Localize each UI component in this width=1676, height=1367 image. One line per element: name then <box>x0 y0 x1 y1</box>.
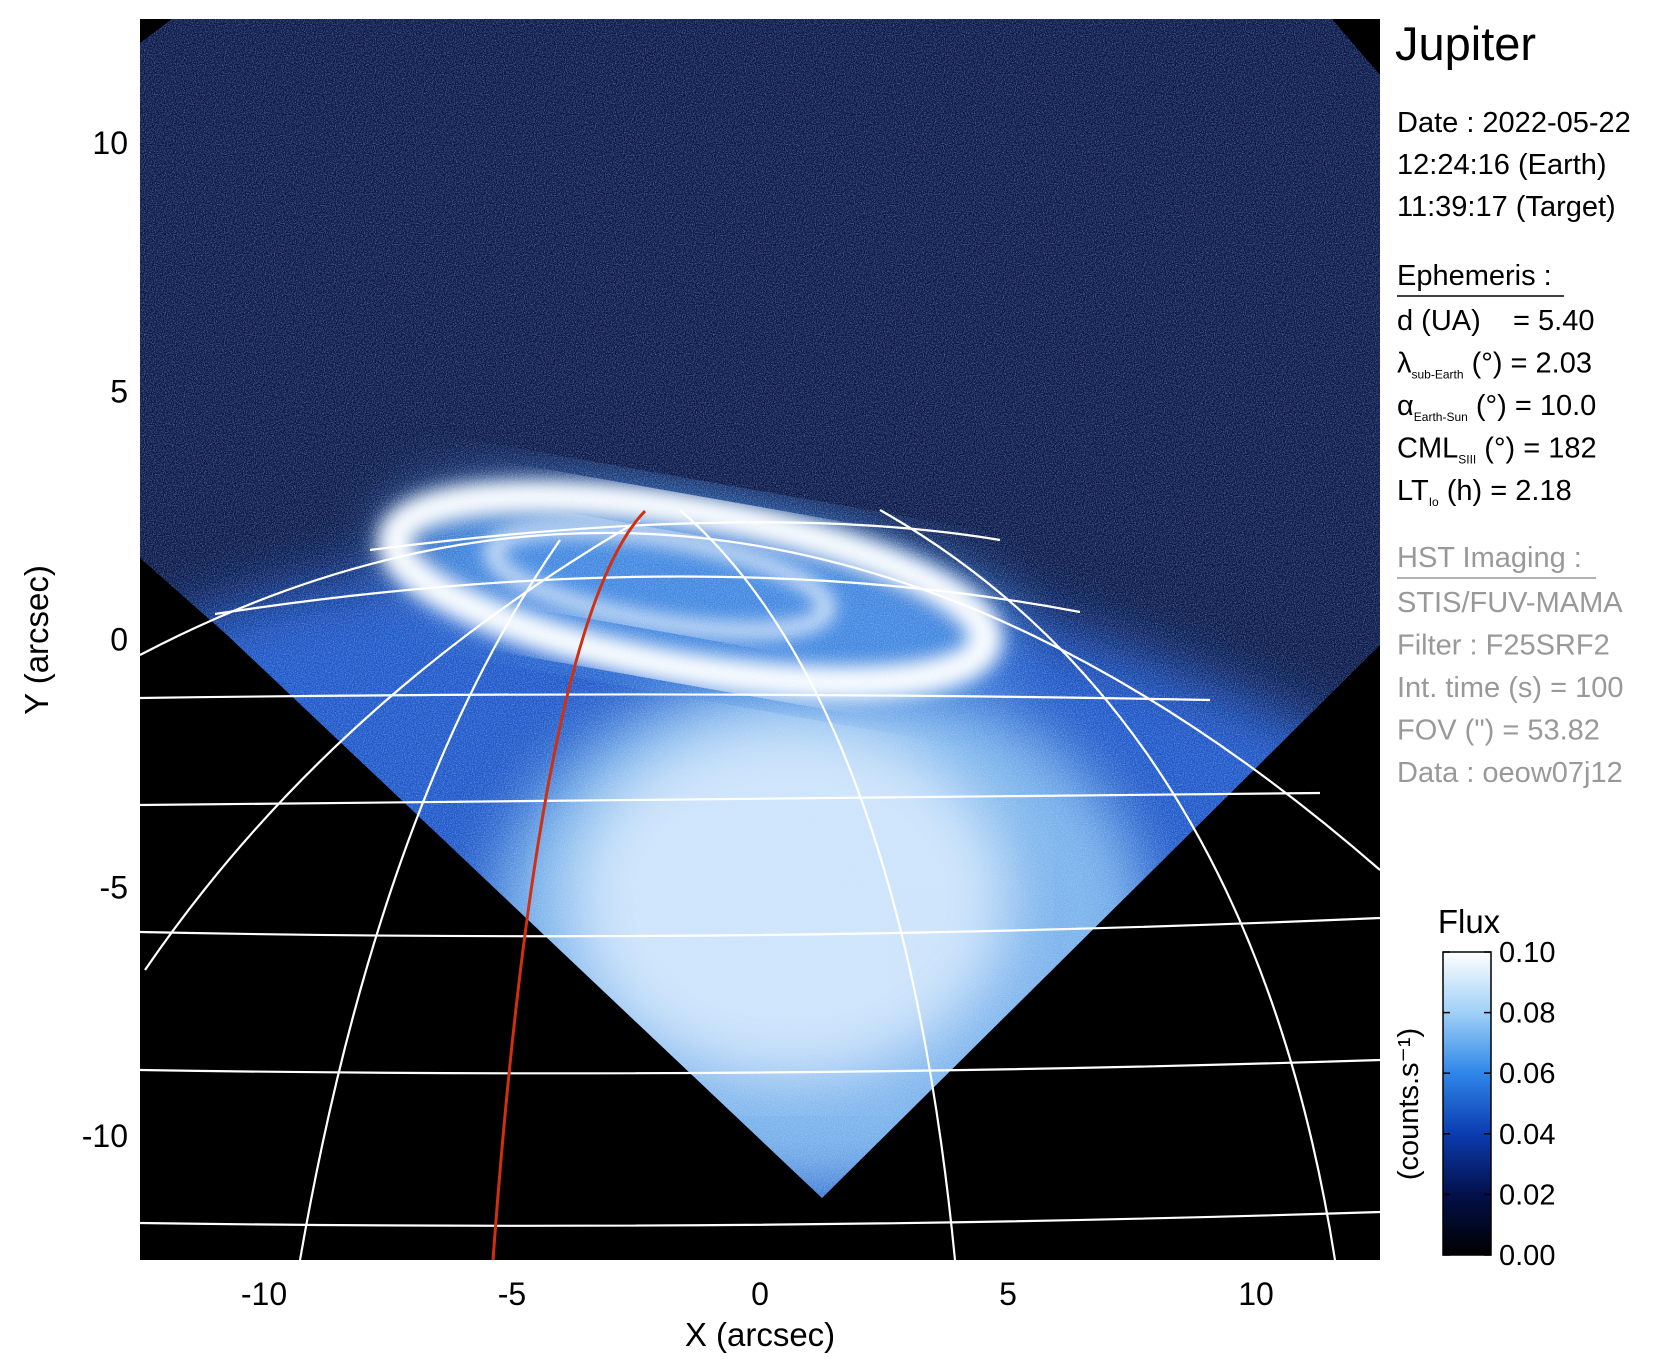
colorbar-scale <box>1442 951 1492 1256</box>
ephemeris-line: αEarth-Sun (°) = 10.0 <box>1397 390 1596 424</box>
colorbar-tick-label: 0.08 <box>1499 998 1555 1030</box>
subscript: sub-Earth <box>1412 368 1464 382</box>
value-text: (h) = 2.18 <box>1439 475 1572 507</box>
x-tick-label: 5 <box>999 1276 1017 1312</box>
symbol: CML <box>1397 433 1458 465</box>
value-text: (°) = 182 <box>1476 433 1596 465</box>
symbol: LT <box>1397 475 1429 507</box>
x-tick-label: -10 <box>241 1276 287 1312</box>
colorbar-tick-label: 0.06 <box>1499 1058 1555 1090</box>
date-line: 12:24:16 (Earth) <box>1397 149 1607 181</box>
info-panel: Jupiter Date : 2022-05-22 12:24:16 (Eart… <box>1395 17 1631 789</box>
y-tick-label: -10 <box>82 1118 128 1154</box>
colorbar-tick-label: 0.02 <box>1499 1179 1555 1211</box>
colorbar: Flux (counts.s⁻¹) 0.00 0.02 0.04 0.06 0.08 0.… <box>1393 903 1555 1272</box>
subscript: Earth-Sun <box>1414 410 1468 424</box>
date-line: 11:39:17 (Target) <box>1397 191 1616 223</box>
date-line: Date : 2022-05-22 <box>1397 107 1631 139</box>
symbol: λ <box>1397 348 1412 380</box>
symbol: α <box>1397 390 1414 422</box>
image <box>140 19 1380 1260</box>
x-tick-label: 0 <box>751 1276 769 1312</box>
subscript: SIII <box>1458 453 1476 467</box>
colorbar-label: (counts.s⁻¹) <box>1393 1028 1425 1180</box>
planet-grid <box>140 509 1380 1260</box>
x-tick-label: -5 <box>498 1276 526 1312</box>
imaging-line: Filter : F25SRF2 <box>1397 630 1610 662</box>
imaging-line: STIS/FUV-MAMA <box>1397 587 1623 619</box>
subscript: Io <box>1429 495 1439 509</box>
y-tick-label: 5 <box>110 373 128 409</box>
colorbar-tick-label: 0.10 <box>1499 937 1555 969</box>
ephemeris-heading: Ephemeris : <box>1397 260 1552 292</box>
reference-meridian <box>491 509 647 1260</box>
ephemeris-line: CMLSIII (°) = 182 <box>1397 433 1597 467</box>
y-tick-label: 0 <box>110 622 128 658</box>
ephemeris-lines: d (UA) = 5.40 λsub-Earth (°) = 2.03 αEarth… <box>1397 305 1597 509</box>
ephemeris-line: d (UA) = 5.40 <box>1397 305 1594 337</box>
ephemeris-line: LTIo (h) = 2.18 <box>1397 475 1572 509</box>
colorbar-tick-label: 0.00 <box>1499 1240 1555 1272</box>
y-tick-label: 10 <box>92 125 128 161</box>
value-text: (°) = 2.03 <box>1464 348 1592 380</box>
imaging-heading: HST Imaging : <box>1397 542 1582 574</box>
symbol: d (UA) = 5.40 <box>1397 305 1594 337</box>
x-axis-label: X (arcsec) <box>685 1316 835 1353</box>
imaging-line: FOV (") = 53.82 <box>1397 715 1600 747</box>
imaging-line: Int. time (s) = 100 <box>1397 672 1623 704</box>
colorbar-tick-label: 0.04 <box>1499 1119 1555 1151</box>
x-tick-label: 10 <box>1238 1276 1274 1312</box>
panel-title: Jupiter <box>1395 17 1536 70</box>
ephemeris-line: λsub-Earth (°) = 2.03 <box>1397 348 1592 382</box>
y-tick-label: -5 <box>100 870 128 906</box>
value-text: (°) = 10.0 <box>1468 390 1596 422</box>
imaging-lines: STIS/FUV-MAMA Filter : F25SRF2 Int. time (… <box>1397 587 1623 789</box>
y-axis-label: Y (arcsec) <box>18 565 55 715</box>
colorbar-title: Flux <box>1438 903 1501 940</box>
imaging-line: Data : oeow07j12 <box>1397 757 1623 789</box>
